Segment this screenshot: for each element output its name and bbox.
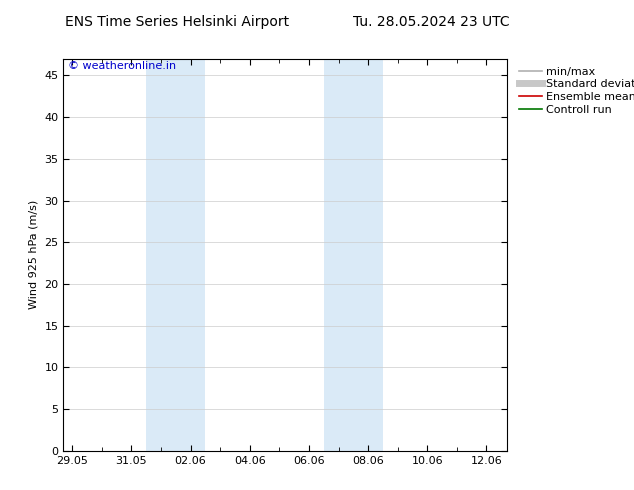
Y-axis label: Wind 925 hPa (m/s): Wind 925 hPa (m/s) [29,200,39,309]
Text: © weatheronline.in: © weatheronline.in [68,61,176,71]
Bar [324,59,383,451]
Legend: min/max, Standard deviation, Ensemble mean run, Controll run: min/max, Standard deviation, Ensemble me… [517,64,634,117]
Bar [146,59,205,451]
Text: Tu. 28.05.2024 23 UTC: Tu. 28.05.2024 23 UTC [353,15,510,29]
Text: ENS Time Series Helsinki Airport: ENS Time Series Helsinki Airport [65,15,290,29]
